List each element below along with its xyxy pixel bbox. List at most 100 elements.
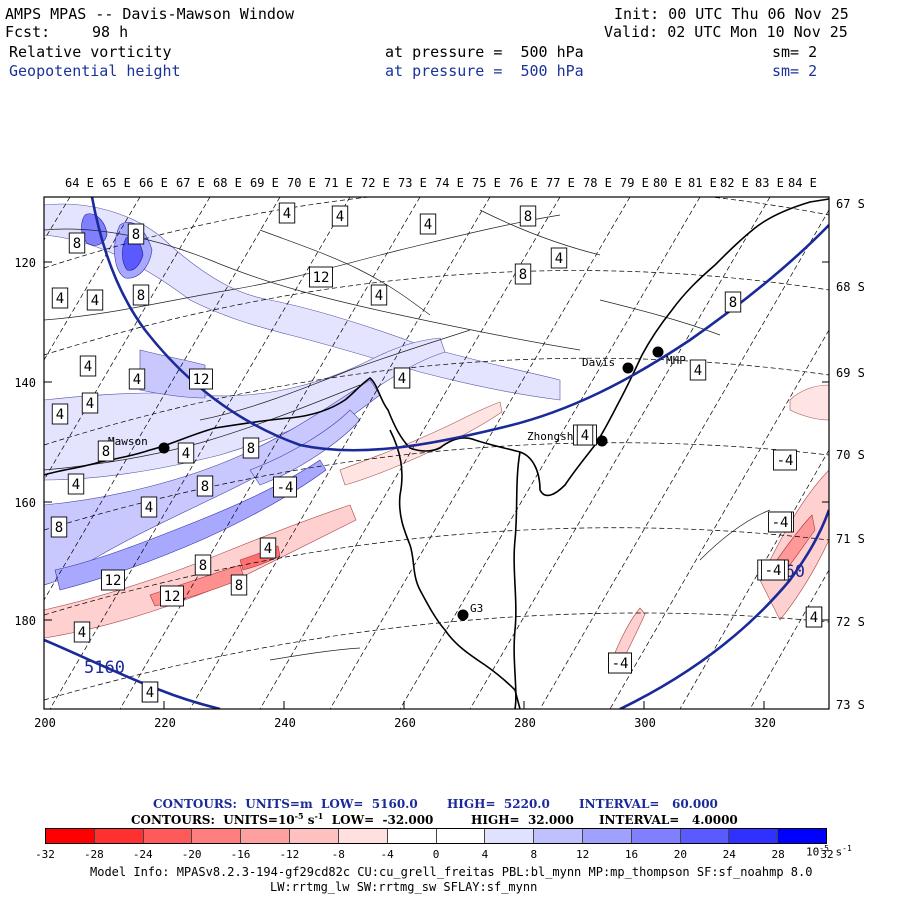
model-info-line1: Model Info: MPASv8.2.3-194-gf29cd82c CU:… bbox=[90, 865, 813, 879]
station-marker-mawson[interactable] bbox=[158, 442, 170, 454]
colorbar-label: -4 bbox=[380, 848, 394, 861]
vorticity-units-b: s bbox=[303, 813, 315, 827]
field1-name: Relative vorticity bbox=[9, 43, 172, 61]
lat-label: 69 S bbox=[836, 366, 865, 380]
vorticity-label-box bbox=[67, 473, 85, 495]
vorticity-label: 8 bbox=[73, 236, 81, 252]
vorticity-label: 8 bbox=[132, 227, 140, 243]
vorticity-units-a: CONTOURS: UNITS=10 bbox=[131, 813, 295, 827]
colorbar-swatch bbox=[290, 829, 339, 843]
vorticity-label: 8 bbox=[235, 578, 243, 594]
vorticity-label: -4 bbox=[777, 453, 794, 469]
init-time: Init: 00 UTC Thu 06 Nov 25 bbox=[614, 5, 849, 23]
model-info-line2: LW:rrtmg_lw SW:rrtmg_sw SFLAY:sf_mynn bbox=[270, 880, 538, 894]
colorbar-label: -32 bbox=[35, 848, 55, 861]
station-marker-g3[interactable] bbox=[457, 609, 469, 621]
vorticity-label: 4 bbox=[810, 610, 818, 626]
vorticity-label: 8 bbox=[247, 441, 255, 457]
vorticity-units-c: LOW= -32.000 HIGH= 32.000 INTERVAL= 4.00… bbox=[323, 813, 738, 827]
lon-label: 64 E bbox=[65, 176, 94, 190]
station-marker-zhongshan[interactable] bbox=[596, 435, 608, 447]
colorbar-label: -24 bbox=[132, 848, 153, 861]
colorbar-swatch bbox=[387, 829, 437, 843]
map-title: AMPS MPAS -- Davis-Mawson Window bbox=[5, 5, 294, 23]
vorticity-label-box bbox=[189, 368, 213, 390]
colorbar-swatch bbox=[143, 829, 193, 843]
lon-label: 66 E bbox=[139, 176, 168, 190]
colorbar-swatch bbox=[485, 829, 535, 843]
colorbar-swatch bbox=[729, 829, 779, 843]
y-tick: 120 bbox=[14, 256, 36, 270]
x-tick: 240 bbox=[274, 716, 296, 730]
y-tick: 180 bbox=[14, 614, 36, 628]
lon-label: 83 E bbox=[755, 176, 784, 190]
field2-name: Geopotential height bbox=[9, 62, 181, 80]
vorticity-label-box bbox=[773, 449, 797, 471]
lat-label: 68 S bbox=[836, 280, 865, 294]
vorticity-label: 8 bbox=[524, 209, 532, 225]
colorbar-label: 20 bbox=[673, 848, 687, 861]
vorticity-label: 4 bbox=[91, 293, 99, 309]
colorbar-unit-s: s bbox=[828, 845, 843, 859]
vorticity-label: 12 bbox=[193, 372, 210, 388]
lon-label: 77 E bbox=[546, 176, 575, 190]
valid-time: Valid: 02 UTC Mon 10 Nov 25 bbox=[604, 23, 848, 41]
lat-label: 67 S bbox=[836, 197, 865, 211]
x-tick: 300 bbox=[634, 716, 656, 730]
graticule bbox=[44, 197, 829, 709]
lon-label: 82 E bbox=[720, 176, 749, 190]
vorticity-label-box bbox=[97, 440, 115, 462]
vorticity-label-box bbox=[309, 266, 333, 288]
colorbar-swatch bbox=[631, 829, 681, 843]
vorticity-label-box bbox=[259, 537, 277, 559]
vorticity-label: 4 bbox=[398, 371, 406, 387]
lat-label: 73 S bbox=[836, 698, 865, 712]
station-label-davis: Davis bbox=[582, 356, 615, 369]
vorticity-label-box bbox=[140, 496, 158, 518]
vorticity-label-box bbox=[68, 232, 86, 254]
vorticity-label-box bbox=[273, 476, 297, 498]
vorticity-label: 4 bbox=[581, 428, 589, 444]
colorbar-label: 12 bbox=[576, 848, 590, 861]
y-tick: 160 bbox=[14, 496, 36, 510]
lon-label: 84 E bbox=[788, 176, 817, 190]
vorticity-label-box bbox=[514, 263, 532, 285]
colorbar-unit-exp2: -1 bbox=[842, 844, 852, 853]
station-label-g3: G3 bbox=[470, 602, 483, 615]
vorticity-label: 12 bbox=[313, 270, 330, 286]
vorticity-label-box bbox=[51, 287, 69, 309]
vorticity-label-box bbox=[51, 403, 69, 425]
height-contour-label: 5160 bbox=[84, 658, 125, 678]
vorticity-label: 4 bbox=[133, 372, 141, 388]
colorbar-unit: 10-5 s-1 bbox=[806, 844, 852, 859]
vorticity-label: 4 bbox=[336, 209, 344, 225]
lon-label: 76 E bbox=[509, 176, 538, 190]
colorbar bbox=[45, 828, 827, 844]
lon-label: 72 E bbox=[361, 176, 390, 190]
colorbar-label: -16 bbox=[230, 848, 251, 861]
lon-label: 74 E bbox=[435, 176, 464, 190]
vorticity-label-box bbox=[331, 205, 349, 227]
colorbar-label: -8 bbox=[331, 848, 345, 861]
vorticity-label-box bbox=[177, 442, 195, 464]
vorticity-label: -4 bbox=[277, 480, 294, 496]
colorbar-label: 16 bbox=[624, 848, 639, 861]
station-marker-davis[interactable] bbox=[622, 362, 634, 374]
station-marker-mhp[interactable] bbox=[652, 346, 664, 358]
vorticity-contour-info: CONTOURS: UNITS=10-5 s-1 LOW= -32.000 HI… bbox=[131, 811, 738, 827]
colorbar-swatch bbox=[338, 829, 388, 843]
height-contour-info: CONTOURS: UNITS=m LOW= 5160.0 HIGH= 5220… bbox=[153, 797, 718, 811]
vorticity-label: 4 bbox=[78, 625, 86, 641]
lon-label: 79 E bbox=[620, 176, 649, 190]
vorticity-label: 4 bbox=[145, 500, 153, 516]
vorticity-label: 4 bbox=[56, 407, 64, 423]
vorticity-label-box bbox=[608, 652, 632, 674]
vorticity-label-box bbox=[86, 289, 104, 311]
lon-label: 81 E bbox=[688, 176, 717, 190]
lon-label: 78 E bbox=[583, 176, 612, 190]
vorticity-label-box bbox=[79, 355, 97, 377]
vorticity-label: 8 bbox=[55, 520, 63, 536]
colorbar-label: -20 bbox=[181, 848, 202, 861]
y-tick: 140 bbox=[14, 376, 36, 390]
vorticity-label-box bbox=[724, 291, 742, 313]
